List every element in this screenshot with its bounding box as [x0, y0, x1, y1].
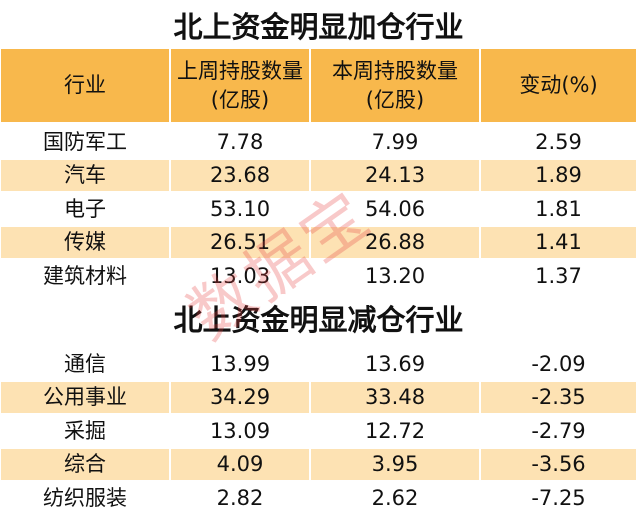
- header-text: 上周持股数量: [177, 59, 303, 84]
- value-cell: 13.99: [170, 347, 310, 381]
- table-row: 纺织服装 2.82 2.62 -7.25: [0, 481, 637, 515]
- value-cell: 3.95: [310, 447, 480, 482]
- industry-cell: 国防军工: [0, 125, 170, 159]
- industry-cell: 综合: [0, 447, 170, 482]
- value-cell: 23.68: [170, 158, 310, 193]
- header-text: (亿股): [365, 87, 425, 112]
- header-cell: 上周持股数量 (亿股): [170, 48, 310, 123]
- table-row: 电子 53.10 54.06 1.81: [0, 192, 637, 226]
- industry-cell: 汽车: [0, 158, 170, 193]
- value-cell: 2.62: [310, 481, 480, 515]
- value-cell: 53.10: [170, 192, 310, 226]
- value-cell: 13.69: [310, 347, 480, 381]
- value-cell: 2.59: [480, 125, 637, 159]
- table-row: 汽车 23.68 24.13 1.89: [0, 158, 637, 193]
- industry-cell: 建筑材料: [0, 259, 170, 293]
- value-cell: 13.09: [170, 414, 310, 448]
- value-cell: 7.78: [170, 125, 310, 159]
- value-cell: 2.82: [170, 481, 310, 515]
- table-row: 公用事业 34.29 33.48 -2.35: [0, 380, 637, 415]
- header-text: (亿股): [210, 87, 270, 112]
- value-cell: 24.13: [310, 158, 480, 193]
- table-row: 建筑材料 13.03 13.20 1.37: [0, 259, 637, 293]
- value-cell: 1.89: [480, 158, 637, 193]
- value-cell: 13.20: [310, 259, 480, 293]
- value-cell: 7.99: [310, 125, 480, 159]
- industry-cell: 采掘: [0, 414, 170, 448]
- value-cell: -2.09: [480, 347, 637, 381]
- value-cell: 26.88: [310, 225, 480, 260]
- value-cell: 54.06: [310, 192, 480, 226]
- table-row: 综合 4.09 3.95 -3.56: [0, 447, 637, 482]
- header-text: 变动(%): [519, 73, 598, 98]
- table-row: 传媒 26.51 26.88 1.41: [0, 225, 637, 260]
- value-cell: -7.25: [480, 481, 637, 515]
- table-row: 采掘 13.09 12.72 -2.79: [0, 414, 637, 448]
- industry-cell: 电子: [0, 192, 170, 226]
- value-cell: 1.37: [480, 259, 637, 293]
- value-cell: 34.29: [170, 380, 310, 415]
- value-cell: 1.41: [480, 225, 637, 260]
- value-cell: -2.79: [480, 414, 637, 448]
- header-row: 行业 上周持股数量 (亿股) 本周持股数量 (亿股) 变动(%): [0, 48, 637, 123]
- value-cell: 13.03: [170, 259, 310, 293]
- industry-cell: 通信: [0, 347, 170, 381]
- header-text: 本周持股数量: [332, 59, 458, 84]
- section-title: 北上资金明显加仓行业: [173, 10, 464, 44]
- value-cell: 1.81: [480, 192, 637, 226]
- industry-cell: 公用事业: [0, 380, 170, 415]
- industry-cell: 传媒: [0, 225, 170, 260]
- header-text: 行业: [64, 73, 106, 98]
- value-cell: -2.35: [480, 380, 637, 415]
- value-cell: 4.09: [170, 447, 310, 482]
- value-cell: 33.48: [310, 380, 480, 415]
- header-cell: 变动(%): [480, 48, 637, 123]
- industry-cell: 纺织服装: [0, 481, 170, 515]
- table-row: 国防军工 7.78 7.99 2.59: [0, 125, 637, 159]
- table-row: 通信 13.99 13.69 -2.09: [0, 347, 637, 381]
- value-cell: 12.72: [310, 414, 480, 448]
- section-title: 北上资金明显减仓行业: [173, 303, 464, 337]
- value-cell: -3.56: [480, 447, 637, 482]
- header-cell: 行业: [0, 48, 170, 123]
- header-cell: 本周持股数量 (亿股): [310, 48, 480, 123]
- value-cell: 26.51: [170, 225, 310, 260]
